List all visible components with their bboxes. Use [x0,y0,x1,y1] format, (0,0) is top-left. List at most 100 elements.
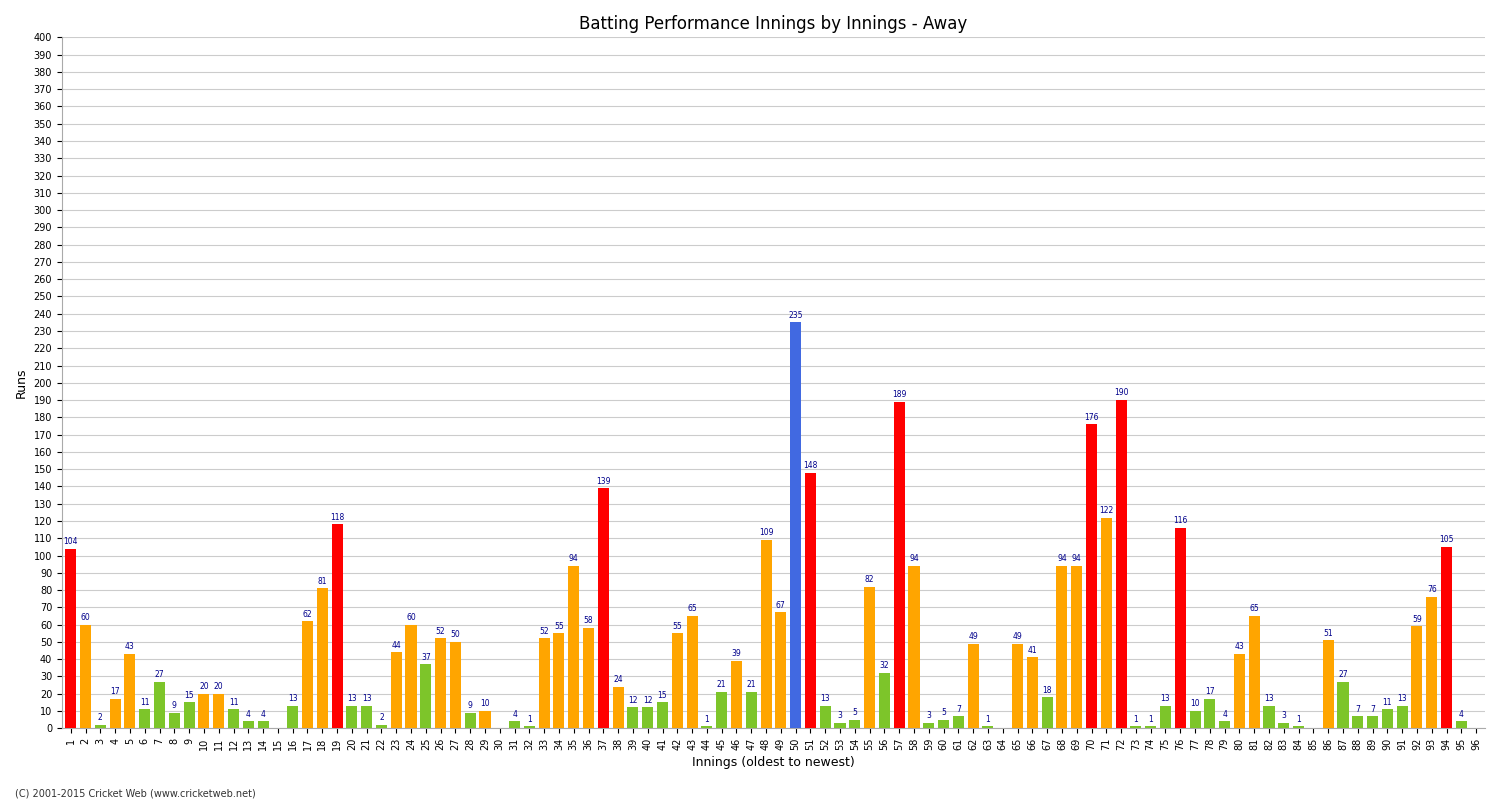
Bar [362,706,372,728]
Bar [524,726,536,728]
Text: 122: 122 [1100,506,1113,515]
Bar [849,719,861,728]
Bar [760,540,771,728]
Text: 12: 12 [628,696,638,705]
Bar [480,711,490,728]
Text: 13: 13 [1161,694,1170,703]
Text: 116: 116 [1173,516,1188,526]
Text: 1: 1 [986,715,990,724]
Text: 27: 27 [1338,670,1348,679]
Text: 1: 1 [705,715,710,724]
Text: 9: 9 [172,701,177,710]
Text: 65: 65 [687,604,698,614]
Text: 24: 24 [614,675,622,684]
Bar [776,613,786,728]
Text: 139: 139 [596,477,610,486]
Text: 11: 11 [140,698,150,706]
Text: 4: 4 [1460,710,1464,718]
Bar [1382,710,1394,728]
Bar [390,652,402,728]
Bar [1234,654,1245,728]
Bar [909,566,920,728]
Bar [140,710,150,728]
Text: 3: 3 [927,711,932,721]
Bar [509,722,520,728]
Text: 2: 2 [98,713,102,722]
Text: 17: 17 [1204,687,1215,696]
Text: 11: 11 [230,698,238,706]
Text: 11: 11 [1383,698,1392,706]
Text: 1: 1 [526,715,531,724]
Text: 60: 60 [81,613,90,622]
Text: 1: 1 [1149,715,1154,724]
Bar [1116,400,1126,728]
Bar [213,694,225,728]
Bar [612,686,624,728]
Text: 118: 118 [330,513,344,522]
Bar [64,549,76,728]
Text: 13: 13 [346,694,357,703]
Text: 94: 94 [568,554,579,563]
Bar [1456,722,1467,728]
Bar [1426,597,1437,728]
Text: 10: 10 [1190,699,1200,708]
Bar [80,625,92,728]
Bar [198,694,210,728]
Bar [1131,726,1142,728]
Bar [819,706,831,728]
Bar [1101,518,1112,728]
Bar [672,634,682,728]
Bar [657,702,668,728]
Text: 50: 50 [450,630,460,639]
Text: (C) 2001-2015 Cricket Web (www.cricketweb.net): (C) 2001-2015 Cricket Web (www.cricketwe… [15,788,255,798]
Text: 44: 44 [392,641,400,650]
Bar [1144,726,1156,728]
Bar [1056,566,1068,728]
Text: 5: 5 [852,708,858,717]
Bar [346,706,357,728]
Bar [435,638,445,728]
Bar [568,566,579,728]
Bar [1086,424,1096,728]
Text: 55: 55 [672,622,682,630]
Text: 21: 21 [717,680,726,690]
Text: 13: 13 [288,694,297,703]
Text: 1: 1 [1134,715,1138,724]
Bar [183,702,195,728]
Text: 190: 190 [1114,389,1128,398]
Bar [922,723,934,728]
Bar [952,716,964,728]
Text: 104: 104 [63,537,78,546]
Text: 4: 4 [512,710,518,718]
Text: 4: 4 [246,710,250,718]
Bar [598,488,609,728]
Text: 4: 4 [261,710,266,718]
Bar [1323,640,1334,728]
Bar [730,661,742,728]
Bar [316,588,328,728]
Bar [94,725,106,728]
Text: 55: 55 [554,622,564,630]
Bar [376,725,387,728]
Bar [538,638,549,728]
Bar [228,710,238,728]
Bar [450,642,460,728]
Bar [1174,528,1186,728]
Text: 37: 37 [422,653,430,662]
Bar [1278,723,1290,728]
Text: 2: 2 [380,713,384,722]
Bar [642,707,654,728]
Text: 7: 7 [956,705,962,714]
Text: 41: 41 [1028,646,1036,655]
Bar [938,719,950,728]
Bar [702,726,712,728]
Text: 27: 27 [154,670,165,679]
Bar [302,621,313,728]
Text: 51: 51 [1323,629,1334,638]
Text: 15: 15 [184,690,194,700]
Text: 52: 52 [436,627,445,636]
Text: 13: 13 [1264,694,1274,703]
Text: 13: 13 [1398,694,1407,703]
Text: 76: 76 [1426,586,1437,594]
Text: 21: 21 [747,680,756,690]
